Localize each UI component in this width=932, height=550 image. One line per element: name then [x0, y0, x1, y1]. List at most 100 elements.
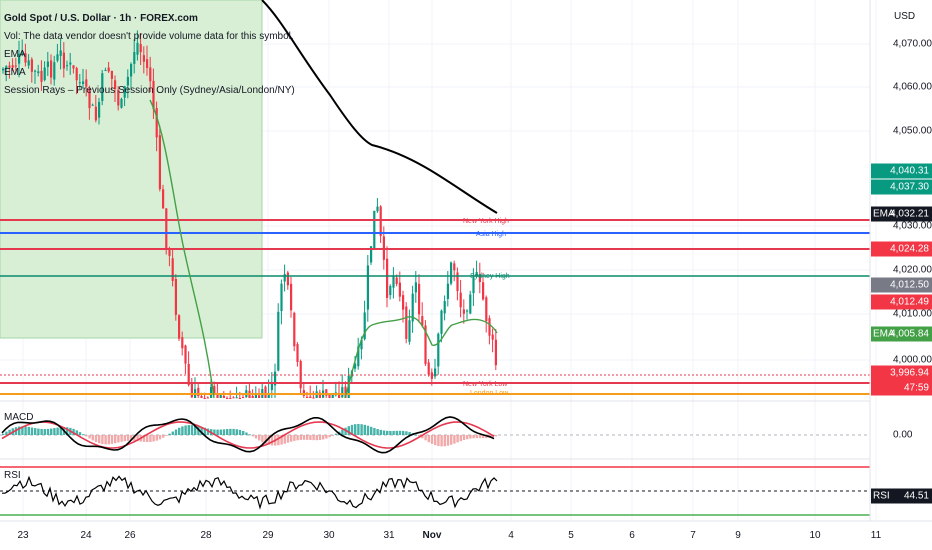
macd-histogram-bar — [350, 424, 354, 435]
ema-black-line[interactable] — [261, 0, 498, 214]
candle-body — [149, 67, 152, 82]
bar-countdown-tag: 47:59 — [871, 380, 932, 396]
candle-body — [126, 76, 129, 86]
macd-signal-line[interactable] — [1, 421, 495, 449]
candle-body — [187, 363, 190, 386]
macd-histogram-bar — [5, 431, 8, 435]
macd-histogram-bar — [494, 435, 498, 437]
candle-body — [155, 108, 158, 138]
price-tick: 4,070.00 — [893, 38, 932, 50]
candle-body — [376, 206, 379, 212]
macd-histogram-bar — [222, 429, 226, 435]
volume-legend[interactable]: Vol: The data vendor doesn't provide vol… — [4, 31, 294, 42]
candle-body — [168, 250, 171, 256]
macd-histogram-bar — [206, 428, 210, 435]
macd-histogram-bar — [50, 428, 53, 435]
candle-body — [357, 346, 360, 367]
macd-histogram-bar — [392, 430, 395, 435]
macd-histogram-bar — [360, 424, 363, 435]
macd-pane-label[interactable]: MACD — [4, 412, 34, 423]
macd-histogram-bar — [91, 435, 94, 441]
macd-histogram-bar — [296, 435, 299, 441]
candle-body — [14, 65, 17, 67]
candle-body — [466, 310, 469, 312]
macd-histogram-bar — [171, 431, 174, 435]
candle-body — [402, 295, 405, 310]
candle-body — [2, 68, 5, 71]
macd-histogram-bar — [322, 435, 325, 440]
macd-histogram-bar — [130, 435, 133, 441]
time-label: 6 — [629, 530, 635, 541]
macd-histogram-bar — [18, 426, 21, 435]
macd-histogram-bar — [293, 435, 296, 441]
candle-body — [274, 371, 277, 386]
macd-histogram-bar — [168, 433, 171, 435]
macd-histogram-bar — [235, 429, 238, 435]
macd-histogram-bar — [46, 428, 50, 435]
macd-histogram-bar — [315, 435, 318, 441]
macd-histogram-bar — [21, 426, 24, 435]
candle-body — [392, 275, 395, 288]
candle-body — [213, 386, 216, 394]
macd-histogram-bar — [238, 429, 242, 435]
macd-histogram-bar — [414, 434, 418, 436]
candle-body — [24, 53, 27, 63]
candle-body — [270, 383, 273, 390]
macd-histogram-bar — [466, 435, 469, 440]
macd-histogram-bar — [376, 429, 379, 435]
rsi-pane-label[interactable]: RSI — [4, 470, 21, 481]
candle-body — [440, 310, 443, 334]
candle-body — [251, 395, 254, 398]
macd-histogram-bar — [98, 435, 101, 444]
candle-body — [235, 397, 238, 399]
time-label: 7 — [690, 530, 696, 541]
candle-body — [354, 363, 357, 369]
rsi-line[interactable] — [2, 475, 498, 510]
candle-body — [62, 52, 65, 69]
symbol-title[interactable]: Gold Spot / U.S. Dollar · 1h · FOREX.com — [4, 13, 198, 24]
time-label: 28 — [200, 530, 212, 541]
macd-histogram-bar — [382, 430, 386, 435]
candle-body — [370, 246, 373, 263]
macd-histogram-bar — [283, 435, 286, 444]
candle-body — [258, 395, 261, 398]
candle-body — [107, 67, 110, 72]
candle-body — [136, 42, 139, 55]
candle-body — [229, 398, 232, 399]
ema-legend-1[interactable]: EMA — [4, 49, 26, 60]
ema-legend-2[interactable]: EMA — [4, 67, 26, 78]
macd-line[interactable] — [1, 416, 495, 454]
ema-green-line[interactable] — [149, 99, 498, 399]
candle-body — [472, 277, 475, 294]
macd-histogram-bar — [216, 429, 219, 435]
candle-body — [254, 394, 257, 398]
macd-histogram-bar — [309, 435, 312, 441]
macd-histogram-bar — [82, 434, 85, 436]
candle-body — [91, 104, 94, 106]
macd-histogram-bar — [229, 428, 232, 435]
session-rays-legend[interactable]: Session Rays – Previous Session Only (Sy… — [4, 85, 295, 96]
macd-histogram-bar — [459, 435, 462, 442]
candle-body — [242, 397, 245, 399]
macd-histogram-bar — [328, 435, 331, 438]
candle-body — [379, 206, 382, 236]
macd-histogram-bar — [261, 435, 264, 443]
currency-label[interactable]: USD — [894, 11, 916, 22]
macd-histogram-bar — [197, 426, 200, 435]
macd-histogram-bar — [242, 431, 245, 435]
candle-body — [309, 396, 312, 398]
macd-histogram-bar — [312, 435, 315, 441]
macd-histogram-bar — [366, 425, 370, 435]
candle-body — [30, 59, 33, 72]
macd-histogram-bar — [2, 433, 5, 435]
candle-body — [78, 82, 81, 84]
candle-body — [450, 262, 453, 284]
macd-histogram-bar — [56, 427, 59, 435]
macd-histogram-bar — [389, 430, 392, 435]
macd-histogram-bar — [104, 435, 107, 445]
time-label: 10 — [809, 530, 821, 541]
macd-histogram-bar — [430, 435, 434, 444]
price-tick: 4,020.00 — [893, 264, 932, 276]
macd-histogram-bar — [27, 426, 30, 435]
